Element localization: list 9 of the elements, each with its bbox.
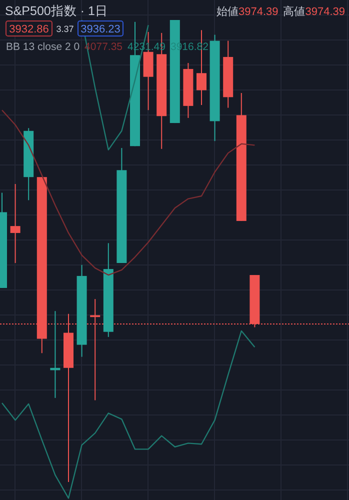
text: 3974.39 bbox=[305, 6, 345, 18]
text: 3974.39 bbox=[238, 6, 278, 18]
annotation: BB 13 close 2 0 bbox=[6, 41, 80, 53]
annotation: 3.37 bbox=[56, 24, 74, 34]
text: 高値 bbox=[283, 6, 306, 18]
chart-title: S&P500指数 · 1日 bbox=[5, 4, 108, 18]
annotation: 3932.86 bbox=[9, 24, 49, 36]
annotation: 3936.23 bbox=[80, 24, 120, 36]
text: 始値 bbox=[216, 6, 238, 18]
